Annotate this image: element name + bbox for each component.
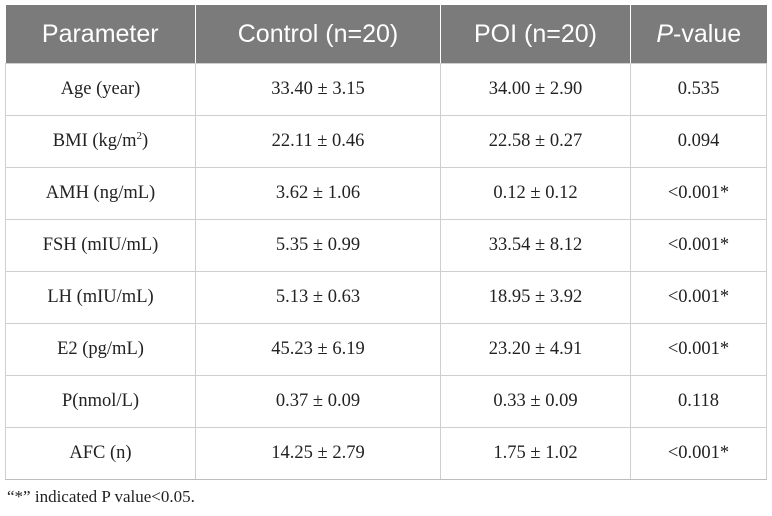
cell-parameter-superscript: 2 [136, 130, 143, 143]
cell-poi: 23.20 ± 4.91 [440, 323, 631, 376]
cell-p-value: <0.001* [630, 219, 767, 272]
header-p-italic: P [656, 19, 674, 48]
cell-parameter: FSH (mIU/mL) [5, 219, 196, 272]
cell-parameter: LH (mIU/mL) [5, 271, 196, 324]
header-p-suffix: -value [673, 19, 742, 48]
cell-p-value: <0.001* [630, 323, 767, 376]
cell-poi: 22.58 ± 0.27 [440, 115, 631, 168]
table-footnote: “*” indicated P value<0.05. [7, 487, 195, 506]
table-row: P(nmol/L) 0.37 ± 0.09 0.33 ± 0.09 0.118 [5, 375, 767, 428]
table-row: FSH (mIU/mL) 5.35 ± 0.99 33.54 ± 8.12 <0… [5, 219, 767, 272]
cell-parameter: E2 (pg/mL) [5, 323, 196, 376]
table-header-row: Parameter Control (n=20) POI (n=20) P-va… [5, 5, 767, 64]
cell-poi: 18.95 ± 3.92 [440, 271, 631, 324]
table-row: LH (mIU/mL) 5.13 ± 0.63 18.95 ± 3.92 <0.… [5, 271, 767, 324]
table-row: AFC (n) 14.25 ± 2.79 1.75 ± 1.02 <0.001* [5, 427, 767, 480]
cell-p-value: 0.094 [630, 115, 767, 168]
table-row: AMH (ng/mL) 3.62 ± 1.06 0.12 ± 0.12 <0.0… [5, 167, 767, 220]
cell-parameter: AFC (n) [5, 427, 196, 480]
header-parameter: Parameter [5, 5, 196, 64]
cell-control: 5.35 ± 0.99 [195, 219, 441, 272]
cell-parameter: Age (year) [5, 63, 196, 116]
cell-parameter-main: BMI (kg/m [52, 131, 137, 152]
cell-parameter: P(nmol/L) [5, 375, 196, 428]
header-control: Control (n=20) [195, 5, 441, 64]
cell-poi: 1.75 ± 1.02 [440, 427, 631, 480]
header-poi: POI (n=20) [440, 5, 631, 64]
cell-parameter: AMH (ng/mL) [5, 167, 196, 220]
cell-poi: 0.33 ± 0.09 [440, 375, 631, 428]
cell-p-value: 0.118 [630, 375, 767, 428]
cell-p-value: <0.001* [630, 167, 767, 220]
cell-p-value: <0.001* [630, 271, 767, 324]
cell-poi: 34.00 ± 2.90 [440, 63, 631, 116]
cell-control: 3.62 ± 1.06 [195, 167, 441, 220]
cell-poi: 0.12 ± 0.12 [440, 167, 631, 220]
cell-control: 33.40 ± 3.15 [195, 63, 441, 116]
cell-control: 45.23 ± 6.19 [195, 323, 441, 376]
table-row: E2 (pg/mL) 45.23 ± 6.19 23.20 ± 4.91 <0.… [5, 323, 767, 376]
cell-control: 5.13 ± 0.63 [195, 271, 441, 324]
cell-parameter: BMI (kg/m2) [5, 115, 196, 168]
parameter-comparison-table: Parameter Control (n=20) POI (n=20) P-va… [5, 5, 767, 480]
cell-poi: 33.54 ± 8.12 [440, 219, 631, 272]
header-p-value: P-value [630, 5, 767, 64]
table-row: Age (year) 33.40 ± 3.15 34.00 ± 2.90 0.5… [5, 63, 767, 116]
cell-control: 22.11 ± 0.46 [195, 115, 441, 168]
cell-p-value: <0.001* [630, 427, 767, 480]
cell-control: 0.37 ± 0.09 [195, 375, 441, 428]
cell-p-value: 0.535 [630, 63, 767, 116]
table-row: BMI (kg/m2) 22.11 ± 0.46 22.58 ± 0.27 0.… [5, 115, 767, 168]
cell-control: 14.25 ± 2.79 [195, 427, 441, 480]
data-table-container: Parameter Control (n=20) POI (n=20) P-va… [5, 5, 767, 480]
cell-parameter-end: ) [142, 131, 149, 152]
